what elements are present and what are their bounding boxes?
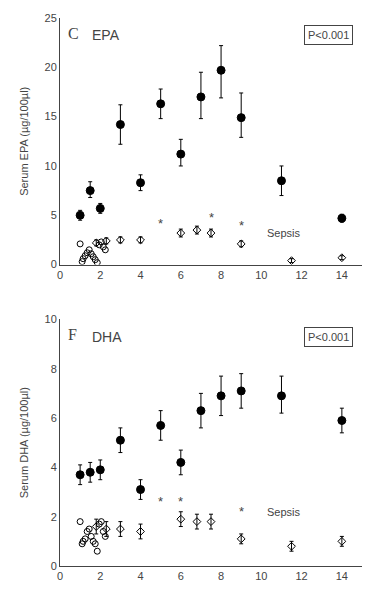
svg-text:4: 4 (51, 461, 57, 473)
svg-text:DHA: DHA (92, 329, 122, 345)
svg-text:*: * (158, 216, 163, 231)
svg-text:2: 2 (97, 570, 103, 582)
svg-text:14: 14 (336, 269, 348, 281)
svg-text:12: 12 (295, 570, 307, 582)
svg-text:Serum DHA (µg/100µl): Serum DHA (µg/100µl) (18, 387, 30, 498)
svg-text:0: 0 (51, 560, 57, 572)
svg-text:6: 6 (178, 570, 184, 582)
svg-text:*: * (178, 494, 183, 509)
svg-text:10: 10 (255, 269, 267, 281)
svg-text:C: C (68, 25, 79, 42)
svg-text:5: 5 (51, 209, 57, 221)
svg-text:14: 14 (336, 570, 348, 582)
svg-text:20: 20 (45, 61, 57, 73)
svg-text:0: 0 (57, 570, 63, 582)
svg-text:EPA: EPA (92, 27, 120, 43)
svg-text:Sepsis: Sepsis (267, 227, 301, 239)
svg-text:0: 0 (57, 269, 63, 281)
svg-text:0: 0 (51, 258, 57, 270)
svg-text:*: * (239, 218, 244, 233)
svg-text:8: 8 (218, 570, 224, 582)
svg-text:8: 8 (51, 363, 57, 375)
svg-text:*: * (158, 494, 163, 509)
svg-text:8: 8 (218, 269, 224, 281)
svg-text:10: 10 (255, 570, 267, 582)
svg-text:4: 4 (137, 269, 143, 281)
svg-text:4: 4 (137, 570, 143, 582)
svg-text:15: 15 (45, 110, 57, 122)
svg-text:*: * (209, 210, 214, 225)
svg-text:2: 2 (97, 269, 103, 281)
svg-text:6: 6 (51, 412, 57, 424)
svg-text:*: * (239, 504, 244, 519)
svg-text:25: 25 (45, 12, 57, 24)
svg-text:6: 6 (178, 269, 184, 281)
svg-text:2: 2 (51, 511, 57, 523)
svg-text:10: 10 (45, 313, 57, 325)
svg-text:P<0.001: P<0.001 (308, 331, 349, 343)
svg-text:F: F (68, 326, 77, 343)
svg-text:Serum EPA (µg/100µl): Serum EPA (µg/100µl) (18, 87, 30, 196)
svg-text:10: 10 (45, 160, 57, 172)
svg-text:P<0.001: P<0.001 (308, 29, 349, 41)
svg-text:Sepsis: Sepsis (267, 506, 301, 518)
svg-text:12: 12 (295, 269, 307, 281)
